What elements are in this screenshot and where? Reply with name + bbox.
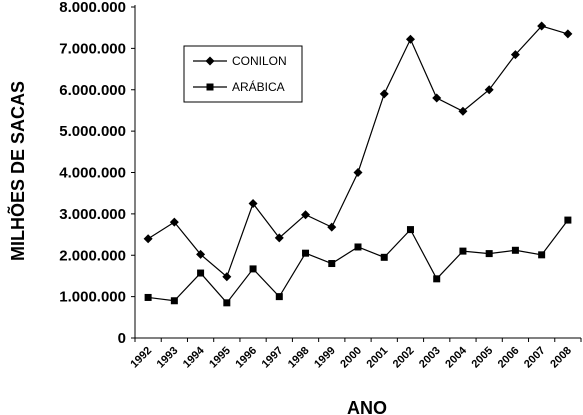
y-tick-label: 5.000.000	[59, 123, 126, 140]
conilon-point	[301, 210, 311, 220]
arabica-point	[328, 260, 336, 268]
y-tick-label: 6.000.000	[59, 82, 126, 99]
conilon-point	[274, 233, 284, 243]
series-arabica	[144, 216, 572, 307]
x-tick-label: 2004	[443, 344, 469, 370]
y-tick-label: 8.000.000	[59, 0, 126, 16]
arabica-line	[148, 219, 569, 304]
x-tick-label: 2002	[391, 345, 417, 371]
legend-label-conilon: CONILON	[232, 54, 287, 68]
y-tick-label: 2.000.000	[59, 247, 126, 264]
conilon-point	[143, 234, 153, 244]
arabica-point	[511, 246, 519, 254]
y-tick-label: 0	[118, 330, 126, 347]
arabica-point	[249, 265, 257, 273]
arabica-point	[538, 251, 546, 259]
conilon-point	[405, 34, 415, 44]
arabica-point	[144, 293, 152, 301]
legend-label-arabica: ARÁBICA	[232, 79, 285, 94]
arabica-point	[197, 269, 205, 277]
y-axis-label: MILHÕES DE SACAS	[7, 81, 28, 261]
y-tick-label: 3.000.000	[59, 206, 126, 223]
conilon-point	[510, 50, 520, 60]
x-tick-label: 2007	[522, 345, 548, 371]
x-tick-label: 1998	[286, 345, 312, 371]
arabica-point	[380, 253, 388, 261]
y-ticks: 0 1.000.000 2.000.000 3.000.000 4.000.000 5.0…	[59, 0, 135, 347]
x-tick-label: 2003	[417, 345, 443, 371]
arabica-point	[485, 250, 493, 258]
arabica-point	[354, 243, 362, 251]
axes	[134, 5, 581, 339]
legend-box	[183, 45, 303, 103]
conilon-point	[196, 249, 206, 259]
arabica-point	[564, 216, 572, 224]
conilon-point	[458, 106, 468, 116]
x-tick-label: 1995	[207, 345, 233, 371]
y-tick-label: 1.000.000	[59, 289, 126, 306]
series-conilon	[143, 21, 573, 282]
x-tick-label: 1996	[233, 345, 259, 371]
arabica-point	[275, 293, 283, 301]
arabica-point	[433, 275, 441, 283]
conilon-point	[379, 89, 389, 99]
legend-marker-arabica	[206, 83, 214, 91]
arabica-point	[406, 226, 414, 234]
conilon-point	[327, 222, 337, 232]
y-tick-label: 4.000.000	[59, 165, 126, 182]
conilon-point	[222, 272, 232, 282]
y-tick-label: 7.000.000	[59, 40, 126, 57]
arabica-point	[459, 247, 467, 255]
x-tick-label: 1994	[181, 344, 207, 370]
x-tick-label: 2001	[365, 345, 391, 371]
x-tick-label: 1993	[155, 345, 181, 371]
arabica-point	[223, 299, 231, 307]
x-tick-label: 1999	[312, 345, 338, 371]
conilon-point	[432, 93, 442, 103]
x-tick-label: 1997	[260, 345, 286, 371]
x-axis-label: ANO	[347, 398, 387, 415]
conilon-point	[563, 29, 573, 39]
conilon-point	[537, 21, 547, 31]
arabica-point	[302, 249, 310, 257]
x-tick-label: 2005	[469, 345, 495, 371]
x-tick-label: 1992	[128, 345, 154, 371]
conilon-point	[248, 199, 258, 209]
x-tick-label: 2000	[338, 345, 364, 371]
x-tick-label: 2006	[496, 345, 522, 371]
series	[143, 21, 573, 307]
x-ticks: 1992 1993 1994 1995 1996 1997 1998 1999 2000 2001…	[128, 338, 582, 371]
x-tick-label: 2008	[548, 345, 574, 371]
conilon-point	[169, 217, 179, 227]
legend-marker-conilon	[205, 56, 215, 66]
legend: CONILON ARÁBICA	[183, 45, 303, 103]
conilon-point	[484, 85, 494, 95]
arabica-point	[170, 297, 178, 305]
conilon-point	[353, 168, 363, 177]
